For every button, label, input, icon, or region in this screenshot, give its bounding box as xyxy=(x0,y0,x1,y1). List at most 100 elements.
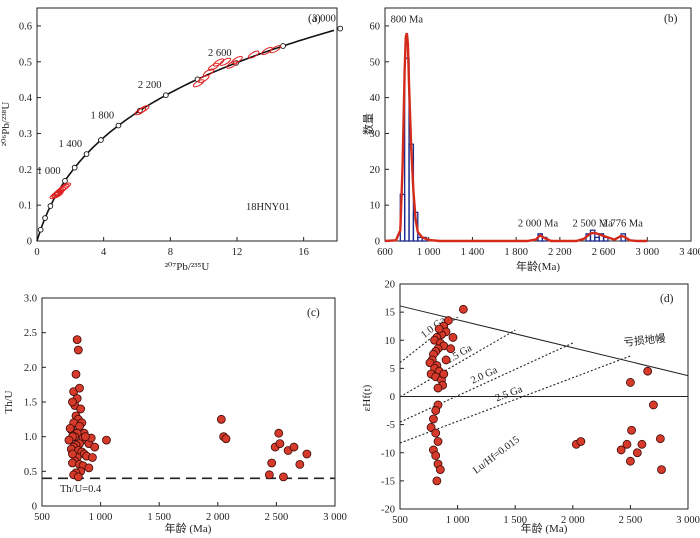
concordia-age-label: 2 200 xyxy=(138,80,162,91)
data-point xyxy=(458,304,468,314)
y-tick-label: 5 xyxy=(390,364,395,375)
y-tick-label: -10 xyxy=(381,448,395,459)
peak-label: 2 000 Ma xyxy=(518,219,559,230)
data-point xyxy=(426,423,436,432)
x-tick-label: 500 xyxy=(34,512,50,523)
y-tick-label: 60 xyxy=(370,21,381,32)
data-point xyxy=(68,397,77,407)
concordia-age-label: 3 000 xyxy=(312,14,336,25)
data-point xyxy=(657,465,666,475)
data-point xyxy=(73,345,83,355)
peak-label: 800 Ma xyxy=(391,14,424,25)
data-point xyxy=(216,414,226,424)
x-tick-label: 12 xyxy=(232,247,243,258)
data-point xyxy=(448,333,458,342)
analysis-ellipse xyxy=(269,45,282,54)
data-point xyxy=(75,383,84,393)
data-point xyxy=(441,355,451,365)
data-point xyxy=(76,404,86,414)
concordia-marker xyxy=(115,122,122,129)
x-tick-label: 2 200 xyxy=(548,247,572,258)
data-point xyxy=(68,449,77,459)
concordia-marker xyxy=(62,177,68,184)
y-tick-label: 0 xyxy=(32,502,37,513)
data-point xyxy=(87,453,97,462)
x-tick-label: 1 000 xyxy=(446,515,470,526)
y-tick-label: 0.4 xyxy=(19,93,33,104)
y-tick-label: 0.3 xyxy=(19,129,32,140)
data-point xyxy=(627,425,636,435)
data-point xyxy=(431,428,441,438)
x-tick-label: 3 000 xyxy=(676,515,700,526)
data-point xyxy=(221,434,231,444)
concordia-marker xyxy=(42,215,48,221)
concordia-age-label: 1 000 xyxy=(37,166,61,177)
data-point xyxy=(71,369,81,379)
x-tick-label: 3 000 xyxy=(323,512,347,523)
analysis-ellipse xyxy=(197,74,210,84)
concordia-age-label: 1 800 xyxy=(90,111,114,122)
data-point xyxy=(84,463,94,473)
data-point xyxy=(289,442,299,452)
x-tick-label: 2 000 xyxy=(206,512,230,523)
y-tick-label: 50 xyxy=(370,57,381,68)
y-tick-label: 20 xyxy=(370,165,381,176)
y-tick-label: 30 xyxy=(370,129,381,140)
x-tick-label: 1 000 xyxy=(417,247,441,258)
x-tick-label: 2 500 xyxy=(265,512,289,523)
thu-reference-label: Th/U=0.4 xyxy=(60,484,102,495)
x-tick-label: 1 800 xyxy=(504,247,528,258)
y-tick-label: 10 xyxy=(370,201,381,212)
data-point xyxy=(432,476,442,486)
y-tick-label: 20 xyxy=(385,280,396,291)
analysis-ellipse xyxy=(137,105,150,114)
data-point xyxy=(431,406,441,415)
data-point xyxy=(443,316,453,325)
x-tick-label: 1 400 xyxy=(461,247,485,258)
y-tick-label: -20 xyxy=(381,505,395,516)
panel-b-y-axis-label: 数量 xyxy=(362,113,375,135)
analysis-ellipse xyxy=(207,62,220,71)
data-point xyxy=(64,435,74,445)
concordia-age-label: 1 400 xyxy=(59,139,83,150)
data-point xyxy=(626,456,635,466)
peak-label: 2 500 Ma xyxy=(573,219,614,230)
x-tick-label: 600 xyxy=(377,247,393,258)
data-point xyxy=(279,472,288,482)
analysis-ellipse xyxy=(231,55,243,65)
y-tick-label: 0.5 xyxy=(24,467,37,478)
panel-d-x-axis-label: 年龄 (Ma) xyxy=(521,521,568,535)
data-point xyxy=(275,439,285,449)
data-point xyxy=(435,465,445,475)
peak-label: 2 776 Ma xyxy=(603,219,644,230)
data-point xyxy=(626,378,635,387)
panel-d-label: (d) xyxy=(660,293,674,305)
panel-c-frame xyxy=(41,297,336,507)
data-point xyxy=(429,414,438,424)
data-point xyxy=(72,335,82,345)
y-tick-label: 0 xyxy=(27,237,32,248)
y-tick-label: 0.2 xyxy=(19,165,32,176)
concordia-marker xyxy=(162,92,169,99)
y-tick-label: 0 xyxy=(375,237,380,248)
y-tick-label: 0.5 xyxy=(19,57,32,68)
x-tick-label: 1 500 xyxy=(147,512,171,523)
x-tick-label: 1 500 xyxy=(503,515,527,526)
concordia-age-label: 2 600 xyxy=(208,48,232,59)
crust-evolution-line xyxy=(399,329,516,398)
concordia-marker xyxy=(337,25,344,32)
x-tick-label: 4 xyxy=(101,247,107,258)
sample-label: 18HNY01 xyxy=(246,202,290,213)
panel-d-ehf: 500 1 000 1 500 2 000 2 500 3 000 -20 -15 -10 -5 0… xyxy=(361,280,700,536)
data-point xyxy=(632,448,642,458)
y-tick-label: -5 xyxy=(386,420,395,431)
analysis-ellipse xyxy=(219,57,232,66)
y-tick-label: 1.0 xyxy=(24,432,37,443)
x-tick-label: 3 400 xyxy=(679,247,700,258)
data-point xyxy=(295,459,305,469)
concordia-marker xyxy=(83,151,90,157)
panel-a-label: (a) xyxy=(308,13,321,25)
x-tick-label: 1 000 xyxy=(89,512,113,523)
y-tick-label: 2.0 xyxy=(24,363,37,374)
